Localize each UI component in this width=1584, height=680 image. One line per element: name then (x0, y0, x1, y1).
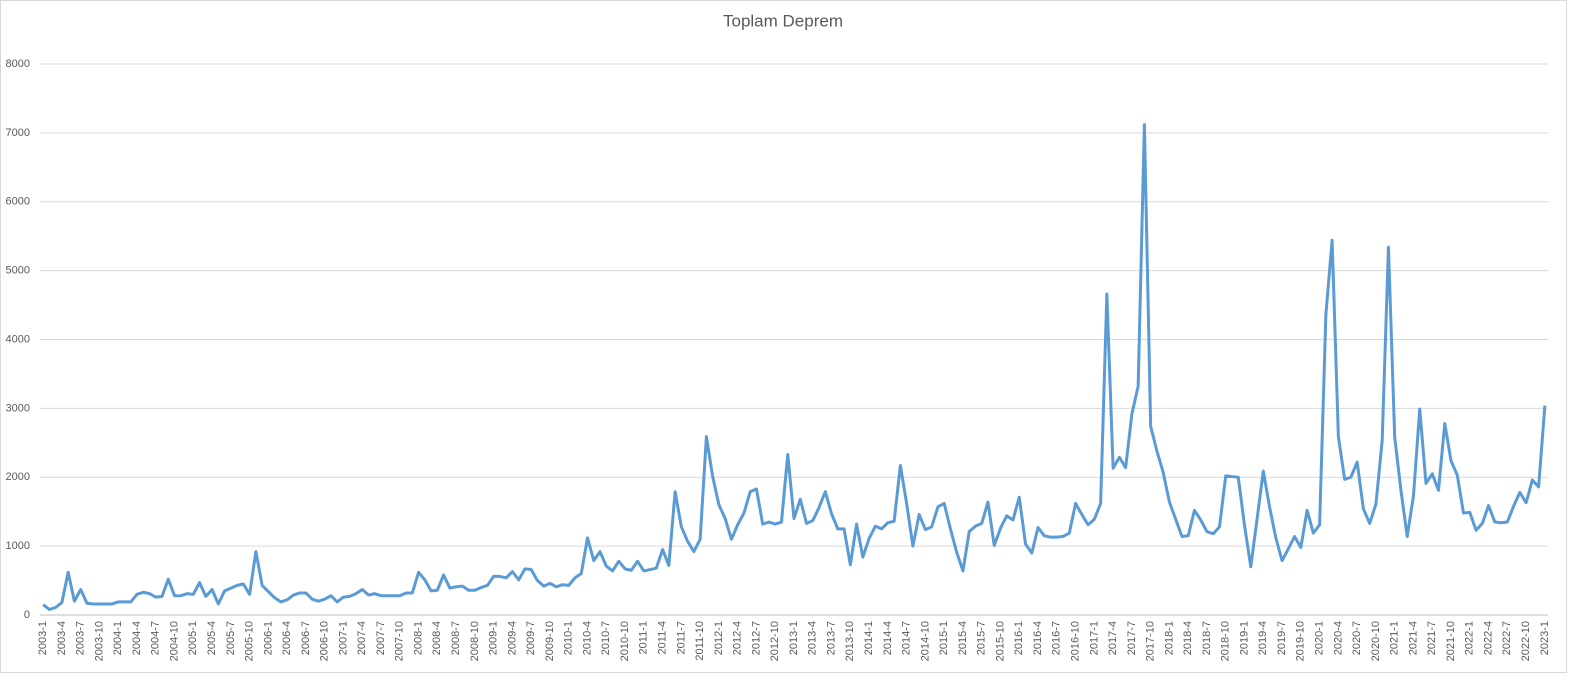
x-tick-label: 2020-1 (1314, 621, 1326, 655)
x-tick-label: 2007-10 (394, 621, 406, 661)
x-tick-label: 2011-1 (638, 621, 650, 654)
x-tick-label: 2003-10 (93, 621, 105, 661)
x-tick-label: 2023-1 (1539, 621, 1551, 655)
x-tick-label: 2016-10 (1069, 621, 1081, 661)
x-tick-label: 2016-1 (1013, 621, 1025, 655)
x-tick-label: 2007-4 (356, 621, 368, 655)
x-tick-label: 2019-1 (1238, 621, 1250, 655)
x-tick-label: 2008-1 (412, 621, 424, 655)
y-tick-label: 3000 (6, 402, 30, 414)
x-tick-label: 2005-7 (225, 621, 237, 655)
x-tick-label: 2015-1 (938, 621, 950, 655)
x-tick-label: 2010-7 (600, 621, 612, 655)
x-tick-label: 2009-1 (488, 621, 500, 655)
x-tick-label: 2009-10 (544, 621, 556, 661)
chart-title: Toplam Deprem (723, 11, 843, 30)
x-tick-label: 2013-10 (844, 621, 856, 661)
x-tick-label: 2022-10 (1520, 621, 1532, 661)
x-tick-label: 2012-4 (732, 621, 744, 655)
x-tick-label: 2022-4 (1482, 621, 1494, 655)
x-tick-label: 2021-7 (1426, 621, 1438, 655)
x-tick-label: 2021-10 (1445, 621, 1457, 661)
x-tick-label: 2017-7 (1126, 621, 1138, 655)
x-tick-label: 2003-1 (37, 621, 49, 655)
x-tick-label: 2009-7 (525, 621, 537, 655)
x-tick-label: 2010-1 (563, 621, 575, 655)
y-tick-label: 6000 (6, 196, 30, 208)
x-tick-label: 2004-10 (168, 621, 180, 661)
x-tick-label: 2014-7 (901, 621, 913, 655)
x-tick-label: 2005-10 (244, 621, 256, 661)
y-tick-label: 2000 (6, 471, 30, 483)
x-tick-label: 2006-1 (262, 621, 274, 655)
x-tick-label: 2011-10 (694, 621, 706, 661)
x-tick-label: 2015-7 (976, 621, 988, 655)
x-tick-label: 2021-4 (1407, 621, 1419, 655)
x-tick-label: 2003-4 (56, 621, 68, 655)
x-tick-label: 2018-7 (1201, 621, 1213, 655)
x-tick-label: 2007-1 (337, 621, 349, 655)
x-tick-label: 2003-7 (75, 621, 87, 655)
x-tick-label: 2008-7 (450, 621, 462, 655)
x-tick-label: 2014-4 (882, 621, 894, 655)
y-tick-label: 0 (24, 609, 30, 621)
y-tick-label: 7000 (6, 127, 30, 139)
x-tick-label: 2004-7 (150, 621, 162, 655)
x-tick-label: 2013-7 (825, 621, 837, 655)
x-tick-label: 2005-4 (206, 621, 218, 655)
x-tick-label: 2008-4 (431, 621, 443, 655)
y-tick-label: 4000 (6, 333, 30, 345)
x-tick-label: 2018-1 (1163, 621, 1175, 655)
x-tick-label: 2010-10 (619, 621, 631, 661)
x-tick-label: 2009-4 (506, 621, 518, 655)
x-tick-label: 2006-7 (300, 621, 312, 655)
x-tick-label: 2018-4 (1182, 621, 1194, 655)
x-tick-label: 2011-4 (657, 621, 669, 654)
x-tick-label: 2014-1 (863, 621, 875, 655)
x-tick-label: 2021-1 (1389, 621, 1401, 655)
x-tick-label: 2011-7 (675, 621, 687, 654)
x-tick-label: 2016-7 (1051, 621, 1063, 655)
x-tick-label: 2010-4 (581, 621, 593, 655)
x-tick-label: 2022-1 (1464, 621, 1476, 655)
x-tick-label: 2013-1 (788, 621, 800, 655)
x-tick-label: 2020-7 (1351, 621, 1363, 655)
x-tick-label: 2015-4 (957, 621, 969, 655)
x-tick-label: 2017-10 (1145, 621, 1157, 661)
x-tick-label: 2012-10 (769, 621, 781, 661)
x-tick-label: 2016-4 (1032, 621, 1044, 655)
data-line (42, 123, 1547, 611)
x-tick-label: 2006-4 (281, 621, 293, 655)
x-tick-label: 2004-4 (131, 621, 143, 655)
x-tick-label: 2020-4 (1332, 621, 1344, 655)
x-tick-label: 2019-7 (1276, 621, 1288, 655)
x-tick-label: 2013-4 (807, 621, 819, 655)
x-tick-label: 2014-10 (919, 621, 931, 661)
x-tick-label: 2019-4 (1257, 621, 1269, 655)
x-tick-label: 2012-1 (713, 621, 725, 655)
y-tick-label: 1000 (6, 540, 30, 552)
x-tick-label: 2019-10 (1295, 621, 1307, 661)
x-tick-label: 2007-7 (375, 621, 387, 655)
x-tick-label: 2018-10 (1220, 621, 1232, 661)
x-tick-label: 2020-10 (1370, 621, 1382, 661)
x-tick-label: 2008-10 (469, 621, 481, 661)
y-tick-label: 8000 (6, 58, 30, 70)
x-tick-label: 2012-7 (750, 621, 762, 655)
chart-border (0, 0, 1567, 673)
x-tick-label: 2015-10 (994, 621, 1006, 661)
y-tick-label: 5000 (6, 265, 30, 277)
x-tick-label: 2022-7 (1501, 621, 1513, 655)
x-tick-label: 2005-1 (187, 621, 199, 655)
x-tick-label: 2006-10 (319, 621, 331, 661)
x-tick-label: 2017-4 (1107, 621, 1119, 655)
x-tick-label: 2017-1 (1088, 621, 1100, 655)
x-tick-label: 2004-1 (112, 621, 124, 655)
